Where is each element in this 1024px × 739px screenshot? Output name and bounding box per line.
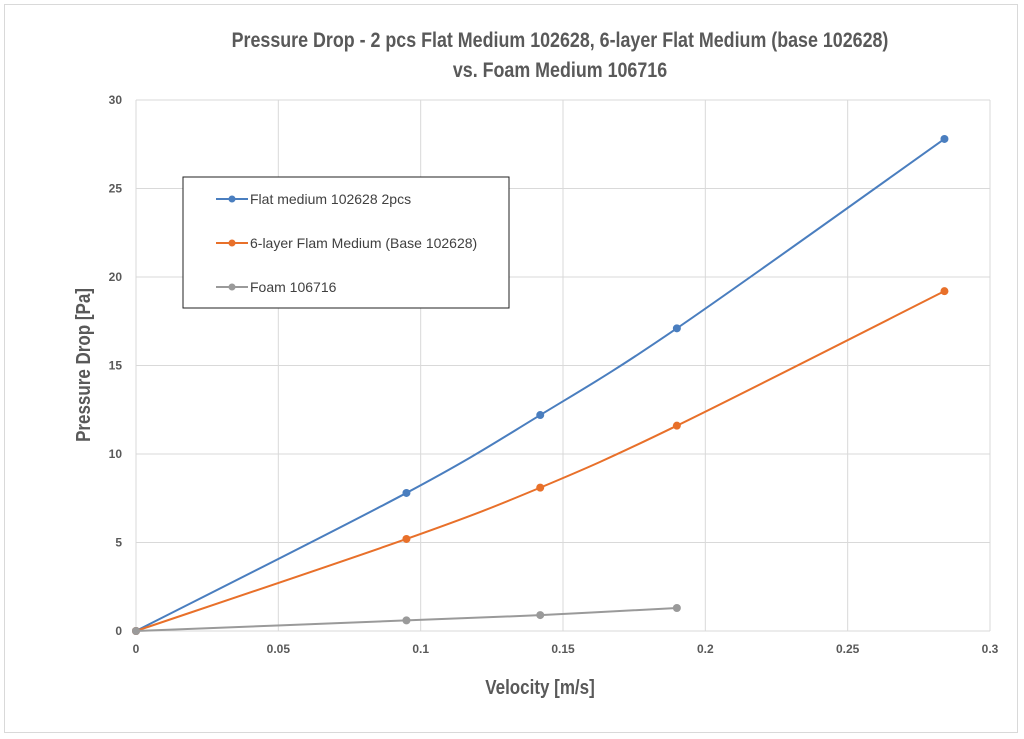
x-tick-label: 0.2 xyxy=(697,642,714,656)
x-axis-label: Velocity [m/s] xyxy=(485,676,595,699)
data-point xyxy=(536,611,545,620)
legend-marker xyxy=(228,283,236,291)
legend-marker xyxy=(228,239,236,247)
series-line xyxy=(135,606,677,632)
legend-entry: 6-layer Flam Medium (Base 102628) xyxy=(250,235,477,251)
x-tick-label: 0.25 xyxy=(836,642,860,656)
data-point xyxy=(940,134,949,143)
data-point xyxy=(536,411,545,420)
x-tick-label: 0 xyxy=(133,642,140,656)
x-tick-label: 0.05 xyxy=(267,642,291,656)
y-tick-label: 30 xyxy=(109,93,123,107)
chart-title-line2: vs. Foam Medium 106716 xyxy=(452,59,668,82)
y-axis-label: Pressure Drop [Pa] xyxy=(72,288,95,442)
x-tick-label: 0.3 xyxy=(982,642,999,656)
x-tick-label: 0.1 xyxy=(412,642,429,656)
data-point xyxy=(940,287,949,296)
y-tick-label: 5 xyxy=(115,536,122,550)
y-tick-label: 10 xyxy=(109,447,123,461)
data-point xyxy=(402,616,411,625)
data-point xyxy=(672,603,681,612)
chart-frame xyxy=(4,4,1018,733)
y-tick-label: 20 xyxy=(109,270,123,284)
y-tick-label: 25 xyxy=(109,182,123,196)
data-point xyxy=(132,627,140,635)
chart-title: Pressure Drop - 2 pcs Flat Medium 102628… xyxy=(195,26,926,86)
legend-marker xyxy=(228,195,236,203)
data-point xyxy=(402,534,411,543)
x-tick-label: 0.15 xyxy=(551,642,575,656)
chart-title-line1: Pressure Drop - 2 pcs Flat Medium 102628… xyxy=(231,29,889,52)
y-tick-label: 15 xyxy=(109,359,123,373)
legend-entry: Foam 106716 xyxy=(250,279,337,295)
data-point xyxy=(402,488,411,497)
series-line xyxy=(135,290,945,632)
legend-entry: Flat medium 102628 2pcs xyxy=(250,191,411,207)
legend: Flat medium 102628 2pcs 6-layer Flam Medi… xyxy=(182,176,510,309)
data-point xyxy=(672,324,681,333)
data-point xyxy=(536,483,545,492)
y-tick-label: 0 xyxy=(115,624,122,638)
data-point xyxy=(672,421,681,430)
